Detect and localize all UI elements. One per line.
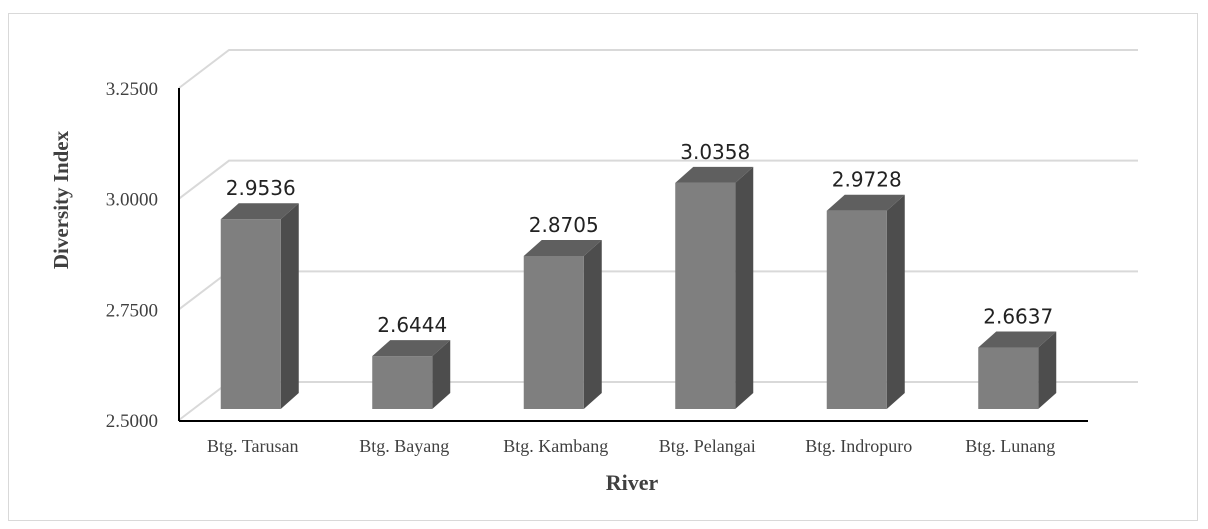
data-label: 2.9536 (226, 176, 296, 200)
gridline (178, 159, 1138, 200)
bar (372, 340, 451, 409)
bar (978, 331, 1057, 409)
bar-top (675, 166, 754, 183)
x-tick-label: Btg. Pelangai (659, 436, 756, 456)
bar-side (735, 166, 754, 409)
y-axis-title: Diversity Index (49, 130, 73, 269)
data-label: 2.6444 (377, 313, 447, 337)
y-tick-label: 2.5000 (106, 411, 158, 432)
x-tick-label: Btg. Kambang (503, 436, 608, 456)
bar-front (978, 347, 1039, 409)
bar-front (826, 210, 887, 409)
chart-frame (8, 13, 1198, 521)
bar-front (523, 255, 584, 409)
bar (523, 239, 602, 409)
bar-side (583, 239, 602, 409)
bar-front (372, 356, 433, 409)
data-label: 2.8705 (529, 213, 599, 237)
bar-side (432, 340, 451, 409)
bar-side (886, 194, 905, 409)
data-label: 3.0358 (680, 140, 750, 164)
x-tick-label: Btg. Indropuro (805, 436, 912, 456)
gridline (178, 49, 1138, 89)
data-label: 2.6637 (983, 305, 1053, 329)
y-tick-label: 3.2500 (106, 79, 158, 100)
x-tick-label: Btg. Bayang (359, 436, 449, 456)
bar-top (826, 194, 905, 211)
labels: 2.5000 2.7500 3.0000 3.2500 2.9536 Btg. Tarus… (106, 79, 1056, 456)
y-tick-label: 2.7500 (106, 300, 158, 321)
x-tick-label: Btg. Tarusan (207, 436, 298, 456)
x-axis-title: River (606, 470, 659, 495)
x-tick-label: Btg. Lunang (965, 436, 1055, 456)
bar (675, 166, 754, 409)
bar-top (372, 340, 451, 357)
bar-front (675, 182, 736, 409)
bar-top (220, 203, 299, 220)
bar-top (523, 239, 602, 256)
bar (826, 194, 905, 409)
bar-side (280, 203, 299, 409)
bars (220, 166, 1057, 409)
bar-front (220, 219, 281, 409)
bar-side (1038, 331, 1057, 409)
bar (220, 203, 299, 409)
axes (178, 88, 1088, 422)
data-label: 2.9728 (832, 168, 902, 192)
bar-top (978, 331, 1057, 348)
y-tick-label: 3.0000 (106, 190, 158, 211)
